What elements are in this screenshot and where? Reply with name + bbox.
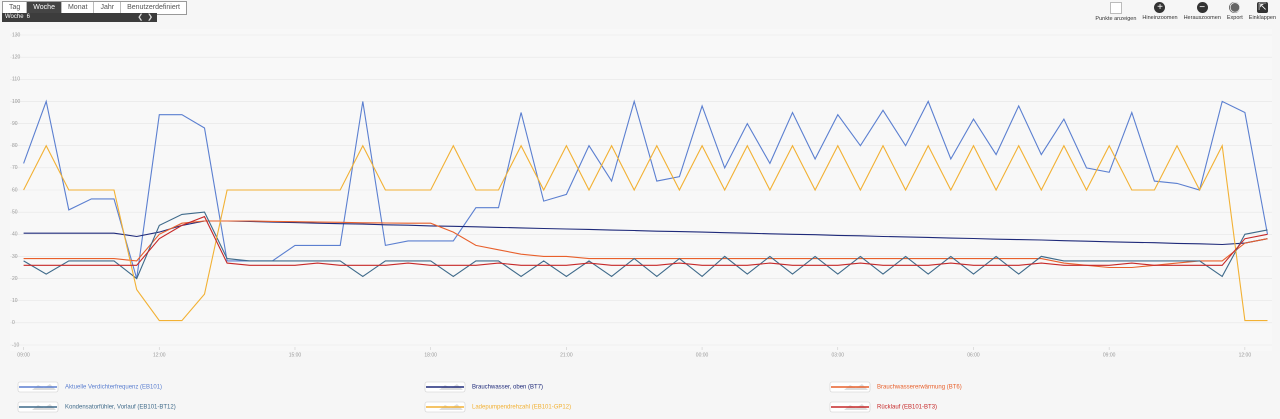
action[interactable]: + Hineinzoomen bbox=[1142, 2, 1178, 21]
period-arrows[interactable]: ❮ ❯ bbox=[137, 14, 153, 21]
tab[interactable]: Benutzerdefiniert bbox=[127, 4, 180, 11]
tab[interactable]: Woche bbox=[27, 2, 62, 14]
y-tick-label: 50 bbox=[12, 209, 18, 215]
y-tick-label: 70 bbox=[12, 165, 18, 171]
y-tick-label: 130 bbox=[12, 32, 21, 38]
action-label: Einklappen bbox=[1248, 15, 1276, 21]
legend-icon-shape bbox=[439, 404, 463, 410]
series-line bbox=[23, 215, 1268, 266]
action[interactable]: ◯ Export bbox=[1226, 2, 1243, 21]
y-tick-label: 30 bbox=[12, 254, 18, 260]
x-tick-label: 03:00 bbox=[832, 352, 845, 358]
legend-label: Rücklauf (EB101-BT3) bbox=[877, 405, 937, 411]
x-tick-label: 18:00 bbox=[424, 352, 437, 358]
x-tick-label: 09:00 bbox=[1103, 352, 1116, 358]
legend-label: Kondensatorfühler, Vorlauf (EB101-BT12) bbox=[65, 405, 176, 411]
y-tick-label: 20 bbox=[12, 276, 18, 282]
x-tick-label: 06:00 bbox=[967, 352, 980, 358]
legend-icon bbox=[17, 401, 59, 413]
y-tick-label: 80 bbox=[12, 143, 18, 149]
y-tick-label: 0 bbox=[12, 320, 15, 326]
legend-label: Brauchwassererwärmung (BT6) bbox=[877, 385, 962, 391]
period-label: Woche bbox=[5, 14, 24, 20]
tab[interactable]: Tag bbox=[3, 2, 28, 14]
action-label: Export bbox=[1226, 15, 1243, 21]
series-line bbox=[23, 99, 1269, 279]
actions: Punkte anzeigen + Hineinzoomen − Herauszoo… bbox=[1095, 2, 1276, 22]
series-line bbox=[23, 143, 1268, 322]
legend-icon-shape bbox=[844, 404, 868, 410]
legend-label: Aktuelle Verdichterfrequenz (EB101) bbox=[65, 385, 162, 391]
y-tick-label: 120 bbox=[12, 54, 21, 60]
legend-icon-shape bbox=[844, 384, 868, 390]
action[interactable]: − Herauszoomen bbox=[1183, 2, 1221, 21]
period-value: 6 bbox=[26, 14, 30, 20]
tab[interactable]: Jahr bbox=[94, 2, 122, 14]
x-tick-label: 21:00 bbox=[560, 352, 573, 358]
x-tick-label: 15:00 bbox=[289, 352, 302, 358]
y-tick-label: 60 bbox=[12, 187, 18, 193]
action-label: Herauszoomen bbox=[1183, 15, 1221, 21]
x-tick-label: 12:00 bbox=[1239, 352, 1252, 358]
legend-icon-shape bbox=[32, 404, 56, 410]
legend-icon bbox=[829, 381, 871, 393]
y-tick-label: 90 bbox=[12, 121, 18, 127]
legend-icon bbox=[424, 401, 466, 413]
tab[interactable]: Monat bbox=[62, 2, 95, 14]
plot-area bbox=[10, 29, 1272, 351]
legend-icon bbox=[424, 381, 466, 393]
legend-label: Ladepumpendrehzahl (EB101-GP12) bbox=[472, 405, 571, 411]
x-tick-label: 12:00 bbox=[153, 352, 166, 358]
series-line bbox=[23, 220, 1268, 246]
y-tick-label: 40 bbox=[12, 232, 18, 238]
x-tick-label: 00:00 bbox=[696, 352, 709, 358]
y-tick-label: 110 bbox=[12, 77, 20, 83]
y-tick-label: -10 bbox=[12, 342, 19, 348]
legend-icon bbox=[17, 381, 59, 393]
action-label: Punkte anzeigen bbox=[1095, 16, 1137, 22]
action-label: Hineinzoomen bbox=[1142, 15, 1178, 21]
y-tick-label: 100 bbox=[12, 99, 21, 105]
series-line bbox=[23, 220, 1268, 269]
legend-icon-shape bbox=[439, 384, 463, 390]
y-tick-label: 10 bbox=[12, 298, 18, 304]
legend-icon-shape bbox=[32, 384, 56, 390]
period-bar: Woche 6 ❮ ❯ bbox=[2, 13, 157, 22]
series-line bbox=[23, 211, 1268, 280]
legend-icon bbox=[829, 401, 871, 413]
action[interactable]: Punkte anzeigen bbox=[1095, 2, 1136, 22]
x-tick-label: 09:00 bbox=[17, 352, 30, 358]
legend-label: Brauchwasser, oben (BT7) bbox=[472, 385, 543, 391]
action[interactable]: ⇱ Einklappen bbox=[1248, 2, 1276, 21]
